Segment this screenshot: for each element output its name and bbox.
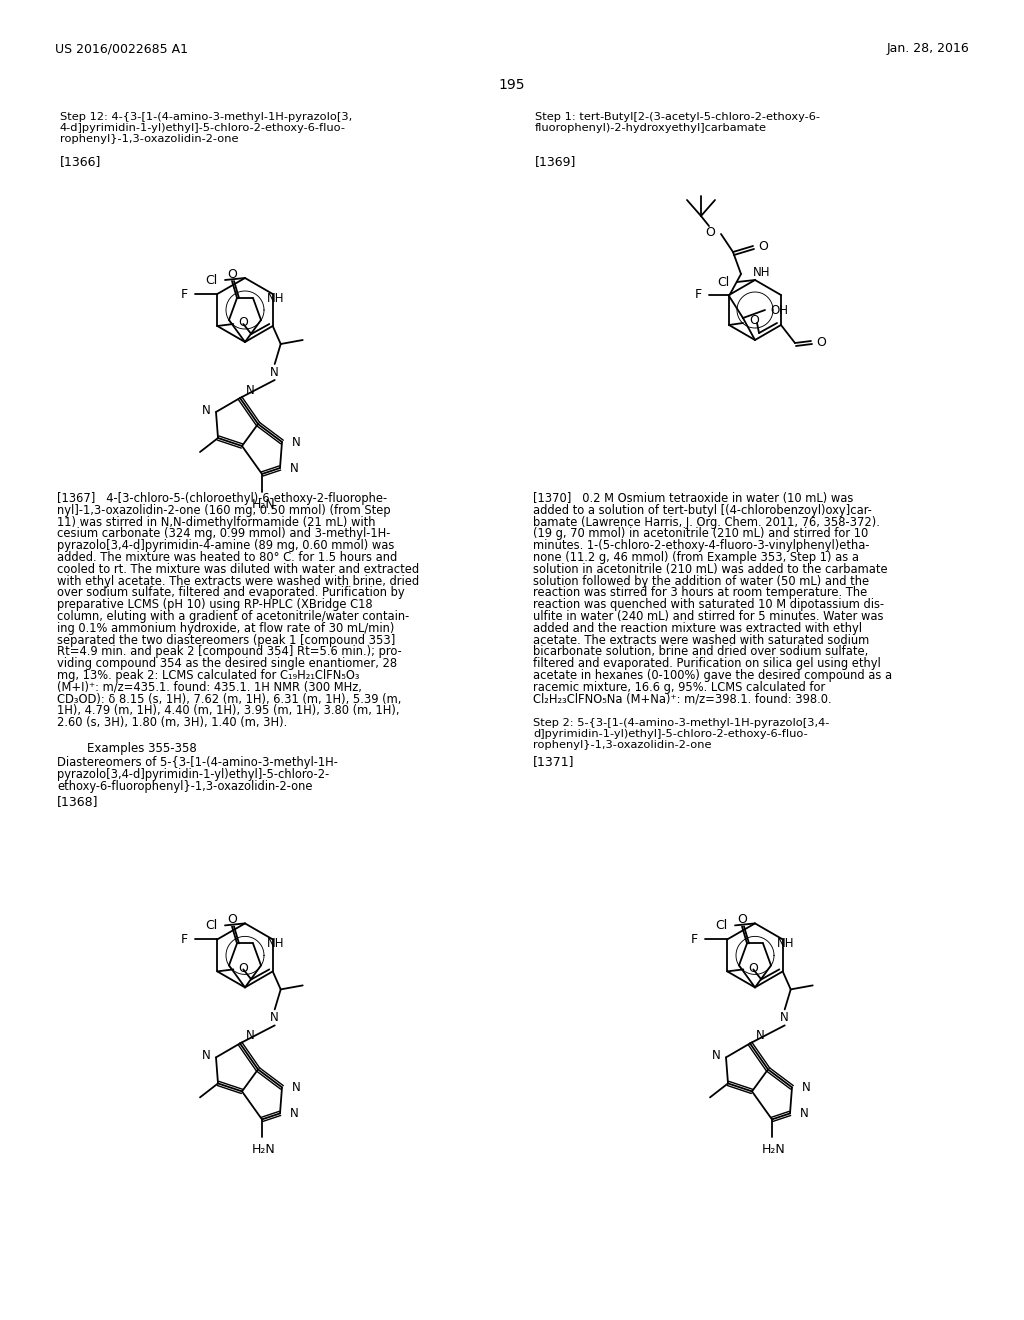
Text: cesium carbonate (324 mg, 0.99 mmol) and 3-methyl-1H-: cesium carbonate (324 mg, 0.99 mmol) and…: [57, 528, 390, 540]
Text: H₂N: H₂N: [762, 1143, 785, 1156]
Text: N: N: [292, 1081, 301, 1094]
Text: ing 0.1% ammonium hydroxide, at flow rate of 30 mL/min): ing 0.1% ammonium hydroxide, at flow rat…: [57, 622, 394, 635]
Text: 4-d]pyrimidin-1-yl)ethyl]-5-chloro-2-ethoxy-6-fluo-: 4-d]pyrimidin-1-yl)ethyl]-5-chloro-2-eth…: [60, 123, 346, 133]
Text: Step 12: 4-{3-[1-(4-amino-3-methyl-1H-pyrazolo[3,: Step 12: 4-{3-[1-(4-amino-3-methyl-1H-py…: [60, 112, 352, 121]
Text: bicarbonate solution, brine and dried over sodium sulfate,: bicarbonate solution, brine and dried ov…: [534, 645, 868, 659]
Text: Cl: Cl: [718, 276, 730, 289]
Text: [1366]: [1366]: [60, 154, 101, 168]
Text: [1371]: [1371]: [534, 755, 574, 768]
Text: O: O: [706, 226, 715, 239]
Text: filtered and evaporated. Purification on silica gel using ethyl: filtered and evaporated. Purification on…: [534, 657, 881, 671]
Text: O: O: [239, 962, 248, 975]
Text: acetate in hexanes (0-100%) gave the desired compound as a: acetate in hexanes (0-100%) gave the des…: [534, 669, 892, 682]
Text: d]pyrimidin-1-yl)ethyl]-5-chloro-2-ethoxy-6-fluo-: d]pyrimidin-1-yl)ethyl]-5-chloro-2-ethox…: [534, 730, 808, 739]
Text: N: N: [712, 1049, 720, 1061]
Text: Rt=4.9 min. and peak 2 [compound 354] Rt=5.6 min.); pro-: Rt=4.9 min. and peak 2 [compound 354] Rt…: [57, 645, 401, 659]
Text: Cl: Cl: [205, 273, 217, 286]
Text: NH: NH: [267, 292, 285, 305]
Text: preparative LCMS (pH 10) using RP-HPLC (XBridge C18: preparative LCMS (pH 10) using RP-HPLC (…: [57, 598, 373, 611]
Text: reaction was stirred for 3 hours at room temperature. The: reaction was stirred for 3 hours at room…: [534, 586, 867, 599]
Text: added to a solution of tert-butyl [(4-chlorobenzoyl)oxy]car-: added to a solution of tert-butyl [(4-ch…: [534, 504, 871, 517]
Text: with ethyl acetate. The extracts were washed with brine, dried: with ethyl acetate. The extracts were wa…: [57, 574, 419, 587]
Text: Cl: Cl: [715, 919, 727, 932]
Text: minutes. 1-(5-chloro-2-ethoxy-4-fluoro-3-vinylphenyl)etha-: minutes. 1-(5-chloro-2-ethoxy-4-fluoro-3…: [534, 539, 869, 552]
Text: (M+I)⁺: m/z=435.1. found: 435.1. 1H NMR (300 MHz,: (M+I)⁺: m/z=435.1. found: 435.1. 1H NMR …: [57, 681, 361, 694]
Text: separated the two diastereomers (peak 1 [compound 353]: separated the two diastereomers (peak 1 …: [57, 634, 395, 647]
Text: N: N: [290, 462, 299, 474]
Text: rophenyl}-1,3-oxazolidin-2-one: rophenyl}-1,3-oxazolidin-2-one: [60, 135, 239, 144]
Text: CD₃OD): δ 8.15 (s, 1H), 7.62 (m, 1H), 6.31 (m, 1H), 5.39 (m,: CD₃OD): δ 8.15 (s, 1H), 7.62 (m, 1H), 6.…: [57, 693, 401, 706]
Text: [1367]   4-[3-chloro-5-(chloroethyl)-6-ethoxy-2-fluorophe-: [1367] 4-[3-chloro-5-(chloroethyl)-6-eth…: [57, 492, 387, 506]
Text: mg, 13%. peak 2: LCMS calculated for C₁₉H₂₁ClFN₅O₃: mg, 13%. peak 2: LCMS calculated for C₁₉…: [57, 669, 359, 682]
Text: O: O: [749, 314, 759, 327]
Text: F: F: [181, 288, 188, 301]
Text: 11) was stirred in N,N-dimethylformamide (21 mL) with: 11) was stirred in N,N-dimethylformamide…: [57, 516, 376, 528]
Text: bamate (Lawrence Harris, J. Org. Chem. 2011, 76, 358-372).: bamate (Lawrence Harris, J. Org. Chem. 2…: [534, 516, 880, 528]
Text: Step 1: tert-Butyl[2-(3-acetyl-5-chloro-2-ethoxy-6-: Step 1: tert-Butyl[2-(3-acetyl-5-chloro-…: [535, 112, 820, 121]
Text: 1H), 4.79 (m, 1H), 4.40 (m, 1H), 3.95 (m, 1H), 3.80 (m, 1H),: 1H), 4.79 (m, 1H), 4.40 (m, 1H), 3.95 (m…: [57, 705, 399, 717]
Text: viding compound 354 as the desired single enantiomer, 28: viding compound 354 as the desired singl…: [57, 657, 397, 671]
Text: [1369]: [1369]: [535, 154, 577, 168]
Text: N: N: [246, 1028, 255, 1041]
Text: OH: OH: [770, 304, 788, 317]
Text: N: N: [246, 384, 255, 396]
Text: O: O: [227, 268, 237, 281]
Text: racemic mixture, 16.6 g, 95%. LCMS calculated for: racemic mixture, 16.6 g, 95%. LCMS calcu…: [534, 681, 825, 694]
Text: ethoxy-6-fluorophenyl}-1,3-oxazolidin-2-one: ethoxy-6-fluorophenyl}-1,3-oxazolidin-2-…: [57, 780, 312, 792]
Text: NH: NH: [777, 937, 795, 950]
Text: N: N: [202, 404, 210, 417]
Text: 195: 195: [499, 78, 525, 92]
Text: acetate. The extracts were washed with saturated sodium: acetate. The extracts were washed with s…: [534, 634, 869, 647]
Text: column, eluting with a gradient of acetonitrile/water contain-: column, eluting with a gradient of aceto…: [57, 610, 410, 623]
Text: O: O: [737, 913, 746, 925]
Text: N: N: [270, 366, 280, 379]
Text: [1368]: [1368]: [57, 796, 98, 808]
Text: NH: NH: [753, 265, 770, 279]
Text: N: N: [780, 1011, 790, 1024]
Text: pyrazolo[3,4-d]pyrimidin-1-yl)ethyl]-5-chloro-2-: pyrazolo[3,4-d]pyrimidin-1-yl)ethyl]-5-c…: [57, 768, 330, 781]
Text: Cl₂H₂₃ClFNO₅Na (M+Na)⁺: m/z=398.1. found: 398.0.: Cl₂H₂₃ClFNO₅Na (M+Na)⁺: m/z=398.1. found…: [534, 693, 831, 706]
Text: solution followed by the addition of water (50 mL) and the: solution followed by the addition of wat…: [534, 574, 869, 587]
Text: N: N: [270, 1011, 280, 1024]
Text: reaction was quenched with saturated 10 M dipotassium dis-: reaction was quenched with saturated 10 …: [534, 598, 884, 611]
Text: N: N: [802, 1081, 811, 1094]
Text: added. The mixture was heated to 80° C. for 1.5 hours and: added. The mixture was heated to 80° C. …: [57, 550, 397, 564]
Text: Jan. 28, 2016: Jan. 28, 2016: [886, 42, 969, 55]
Text: solution in acetonitrile (210 mL) was added to the carbamate: solution in acetonitrile (210 mL) was ad…: [534, 562, 888, 576]
Text: fluorophenyl)-2-hydroxyethyl]carbamate: fluorophenyl)-2-hydroxyethyl]carbamate: [535, 123, 767, 133]
Text: none (11.2 g, 46 mmol) (from Example 353, Step 1) as a: none (11.2 g, 46 mmol) (from Example 353…: [534, 550, 859, 564]
Text: H₂N: H₂N: [252, 498, 275, 511]
Text: Step 2: 5-{3-[1-(4-amino-3-methyl-1H-pyrazolo[3,4-: Step 2: 5-{3-[1-(4-amino-3-methyl-1H-pyr…: [534, 718, 829, 729]
Text: O: O: [239, 317, 248, 330]
Text: [1370]   0.2 M Osmium tetraoxide in water (10 mL) was: [1370] 0.2 M Osmium tetraoxide in water …: [534, 492, 853, 506]
Text: added and the reaction mixture was extracted with ethyl: added and the reaction mixture was extra…: [534, 622, 862, 635]
Text: F: F: [691, 933, 698, 946]
Text: nyl]-1,3-oxazolidin-2-one (160 mg, 0.50 mmol) (from Step: nyl]-1,3-oxazolidin-2-one (160 mg, 0.50 …: [57, 504, 390, 517]
Text: N: N: [756, 1028, 765, 1041]
Text: O: O: [816, 335, 825, 348]
Text: F: F: [695, 289, 702, 301]
Text: over sodium sulfate, filtered and evaporated. Purification by: over sodium sulfate, filtered and evapor…: [57, 586, 404, 599]
Text: NH: NH: [267, 937, 285, 950]
Text: F: F: [181, 933, 188, 946]
Text: (19 g, 70 mmol) in acetonitrile (210 mL) and stirred for 10: (19 g, 70 mmol) in acetonitrile (210 mL)…: [534, 528, 868, 540]
Text: rophenyl}-1,3-oxazolidin-2-one: rophenyl}-1,3-oxazolidin-2-one: [534, 741, 712, 750]
Text: pyrazolo[3,4-d]pyrimidin-4-amine (89 mg, 0.60 mmol) was: pyrazolo[3,4-d]pyrimidin-4-amine (89 mg,…: [57, 539, 394, 552]
Text: 2.60 (s, 3H), 1.80 (m, 3H), 1.40 (m, 3H).: 2.60 (s, 3H), 1.80 (m, 3H), 1.40 (m, 3H)…: [57, 717, 288, 729]
Text: US 2016/0022685 A1: US 2016/0022685 A1: [55, 42, 188, 55]
Text: O: O: [758, 240, 768, 253]
Text: H₂N: H₂N: [252, 1143, 275, 1156]
Text: N: N: [292, 436, 301, 449]
Text: Diastereomers of 5-{3-[1-(4-amino-3-methyl-1H-: Diastereomers of 5-{3-[1-(4-amino-3-meth…: [57, 756, 338, 770]
Text: Examples 355-358: Examples 355-358: [87, 742, 197, 755]
Text: cooled to rt. The mixture was diluted with water and extracted: cooled to rt. The mixture was diluted wi…: [57, 562, 419, 576]
Text: ulfite in water (240 mL) and stirred for 5 minutes. Water was: ulfite in water (240 mL) and stirred for…: [534, 610, 884, 623]
Text: N: N: [290, 1107, 299, 1119]
Text: O: O: [749, 962, 758, 975]
Text: N: N: [202, 1049, 210, 1061]
Text: Cl: Cl: [205, 919, 217, 932]
Text: O: O: [227, 913, 237, 925]
Text: N: N: [800, 1107, 809, 1119]
